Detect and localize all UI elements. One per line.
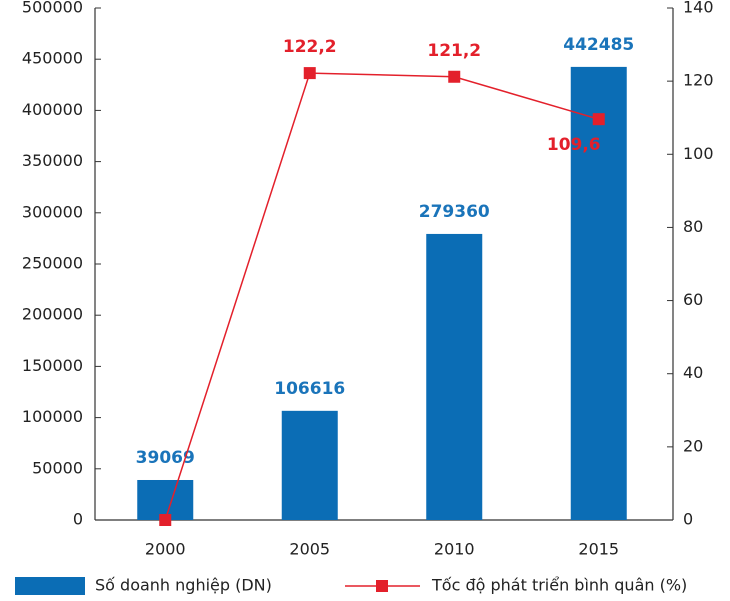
x-tick-label: 2005: [289, 540, 330, 559]
y-tick-label: 200000: [22, 305, 83, 324]
legend-label: Tốc độ phát triển bình quân (%): [431, 576, 687, 595]
y2-tick-label: 20: [683, 436, 703, 455]
y2-tick-label: 0: [683, 510, 693, 529]
y-tick-label: 500000: [22, 0, 83, 17]
bar-value-label: 106616: [274, 379, 345, 399]
y-tick-label: 350000: [22, 151, 83, 170]
line-marker: [303, 67, 316, 80]
y-tick-label: 100000: [22, 407, 83, 426]
x-tick-label: 2000: [145, 540, 186, 559]
y-tick-label: 50000: [32, 458, 83, 477]
legend-marker: [376, 580, 388, 592]
y-tick-label: 150000: [22, 356, 83, 375]
y-tick-label: 0: [73, 510, 83, 529]
y-tick-label: 300000: [22, 202, 83, 221]
line: [164, 72, 599, 521]
line-value-label: 122,2: [283, 37, 337, 57]
bar-value-label: 442485: [563, 35, 634, 55]
x-tick-label: 2010: [434, 540, 475, 559]
y2-tick-label: 40: [683, 363, 703, 382]
y2-tick-label: 100: [683, 144, 714, 163]
line-value-label: 109,6: [547, 135, 601, 155]
line-marker: [448, 70, 461, 83]
bar: [570, 66, 627, 521]
y2-tick-label: 140: [683, 0, 714, 17]
bar: [426, 233, 483, 520]
x-tick-label: 2015: [578, 540, 619, 559]
bar-value-label: 39069: [136, 448, 195, 468]
bar-value-label: 279360: [419, 202, 490, 222]
y2-tick-label: 80: [683, 217, 703, 236]
line-marker: [159, 514, 172, 526]
y-tick-label: 400000: [22, 100, 83, 119]
legend-swatch: [15, 577, 85, 595]
y-tick-label: 250000: [22, 254, 83, 273]
bar: [281, 410, 338, 520]
line-marker: [592, 113, 605, 126]
y2-tick-label: 60: [683, 290, 703, 309]
legend-label: Số doanh nghiệp (DN): [95, 576, 272, 595]
line-value-label: 121,2: [427, 41, 481, 61]
bar: [137, 479, 194, 520]
y2-tick-label: 120: [683, 71, 714, 90]
y-tick-label: 450000: [22, 49, 83, 68]
